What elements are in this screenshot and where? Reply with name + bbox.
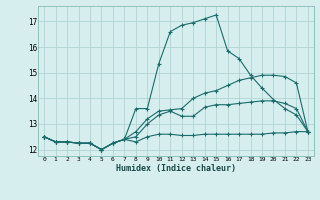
X-axis label: Humidex (Indice chaleur): Humidex (Indice chaleur) bbox=[116, 164, 236, 173]
